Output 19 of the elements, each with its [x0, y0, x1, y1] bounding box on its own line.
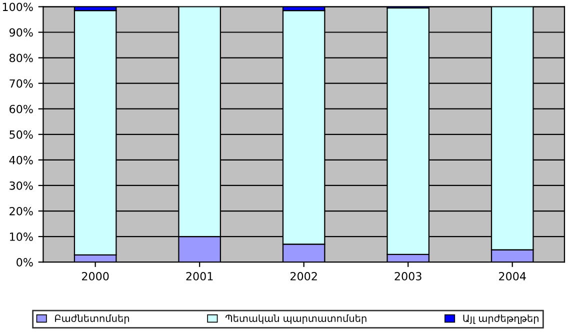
- y-tick-label: 50%: [10, 130, 33, 139]
- y-tick-label: 70%: [10, 79, 33, 88]
- legend-label: Բաժնետոմսեր: [55, 314, 129, 324]
- x-tick-label: 2000: [82, 272, 109, 280]
- x-tick-label: 2001: [186, 272, 213, 280]
- y-tick-label: 40%: [9, 156, 33, 164]
- y-tick-label: 60%: [10, 104, 33, 114]
- y-tick-label: 20%: [10, 206, 33, 216]
- legend-label: Այլ արժեթղթեր: [463, 314, 538, 324]
- legend-label: Պետական պարտատոմսեր: [226, 314, 366, 324]
- x-tick-label: 2004: [499, 272, 526, 280]
- y-tick-label: 100%: [2, 2, 33, 12]
- y-tick-label: 90%: [9, 28, 33, 37]
- x-tick-label: 2002: [290, 272, 317, 280]
- x-tick-label: 2003: [394, 272, 422, 280]
- y-tick-label: 0%: [16, 258, 33, 266]
- y-tick-label: 10%: [10, 232, 33, 241]
- y-tick-label: 80%: [10, 54, 33, 62]
- y-tick-label: 30%: [10, 181, 33, 190]
